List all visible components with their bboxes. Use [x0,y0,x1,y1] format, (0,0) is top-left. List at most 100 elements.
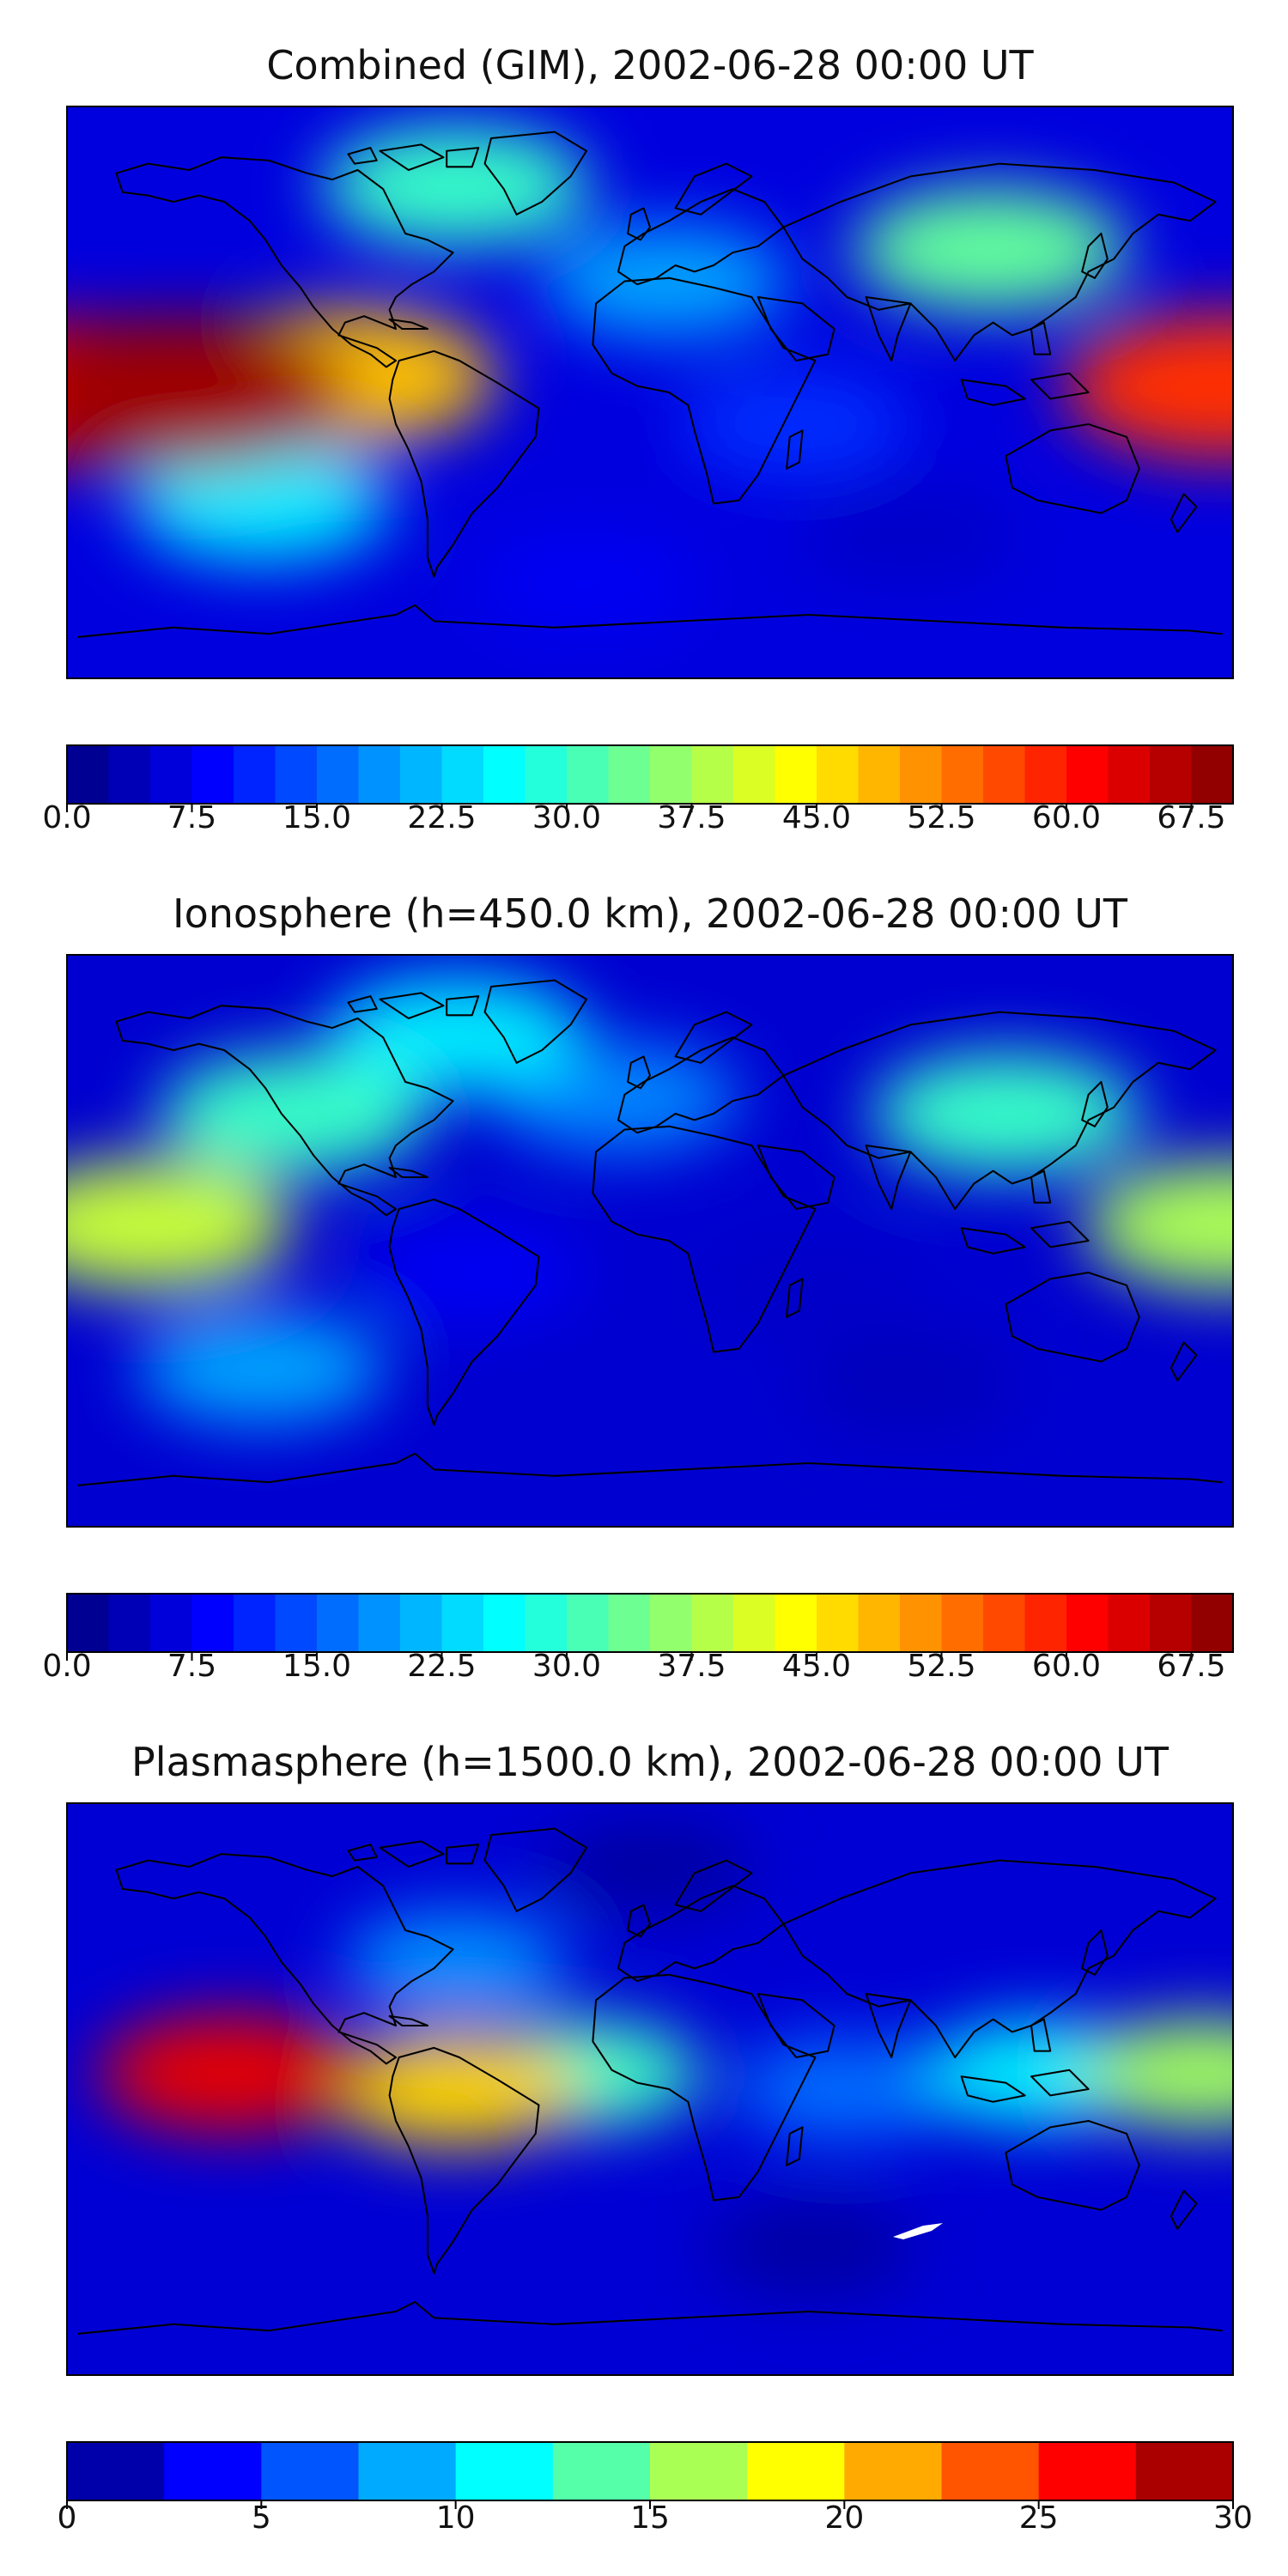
colorbar: 0 5 10 15 20 25 30 [58,2441,1253,2536]
colorbar-swatch [1108,745,1151,804]
colorbar-swatch [275,745,318,804]
colorbar: 0.0 7.5 15.0 22.5 30.0 37.5 45.0 52.5 60.0 67.5 [42,744,1234,835]
colorbar-swatch [358,745,401,804]
colorbar-tick-label: 67.5 [1157,800,1225,835]
map-frame [66,954,1234,1528]
colorbar-swatch [567,745,610,804]
colorbar-swatch [150,745,193,804]
value-region [733,2038,955,2140]
colorbar-tick-label: 0.0 [42,800,91,835]
map-panel-3: Plasmasphere (h=1500.0 km), 2002-06-28 0… [58,1739,1253,2536]
colorbar-tick-label: 15.0 [283,800,351,835]
colorbar-swatch [234,1594,276,1652]
value-region [1084,1161,1233,1289]
value-region [67,316,354,469]
colorbar-tick-label: 45.0 [782,1649,851,1684]
colorbar: 0.0 7.5 15.0 22.5 30.0 37.5 45.0 52.5 60.0 67.5 [42,1593,1234,1684]
value-region [800,486,1018,585]
colorbar-swatch [608,745,651,804]
colorbar-swatch [525,1594,568,1652]
colorbar-swatch [1024,745,1067,804]
map-panel-1: Combined (GIM), 2002-06-28 00:00 UT 0.0 7.… [42,42,1234,835]
colorbar-swatch [1038,2442,1137,2500]
colorbar-swatch [941,2442,1040,2500]
map-field [67,106,1233,678]
colorbar-swatch [483,1594,526,1652]
colorbar-tick-label: 45.0 [782,800,851,835]
colorbar-swatch [650,745,693,804]
value-region [160,1054,428,1174]
colorbar-tick-label: 0 [58,2500,77,2536]
colorbar-swatch [441,745,484,804]
colorbar-tick-label: 10 [436,2500,476,2536]
colorbar-swatch [733,1594,776,1652]
colorbar-swatch [1150,745,1193,804]
colorbar-swatch [108,745,151,804]
value-region [853,188,1127,311]
colorbar-tick-label: 7.5 [167,1649,216,1684]
colorbar-swatch [317,1594,360,1652]
colorbar-swatch [1066,1594,1109,1652]
colorbar-tick-label: 0.0 [42,1649,91,1684]
colorbar-swatch [317,745,360,804]
value-region [545,1819,755,1915]
colorbar-tick-label: 60.0 [1032,1649,1101,1684]
colorbar-tick-label: 30 [1213,2500,1253,2536]
colorbar-swatch [983,1594,1026,1652]
colorbar-tick-label: 60.0 [1032,800,1101,835]
colorbar-swatch [1108,1594,1151,1652]
colorbar-tick-label: 25 [1019,2500,1059,2536]
colorbar-tick-label: 5 [252,2500,271,2536]
colorbar-swatch [483,745,526,804]
colorbar-swatch [1066,745,1109,804]
colorbar-swatch [400,1594,443,1652]
map-frame [66,106,1234,679]
map-field [67,1803,1233,2375]
colorbar-swatch [455,2442,554,2500]
colorbar-swatch [747,2442,845,2500]
value-region [703,1239,920,1338]
map-frame [66,1802,1234,2376]
value-region [331,2033,580,2145]
colorbar-swatch [67,2442,165,2500]
value-region [360,1222,584,1323]
value-region [67,1160,293,1290]
colorbar-swatch [775,1594,817,1652]
colorbar-swatch [164,2442,262,2500]
missing-data-patch [893,2223,943,2239]
colorbar-tick-label: 52.5 [907,800,975,835]
colorbar-swatch [1191,1594,1234,1652]
colorbar-swatch [358,2442,457,2500]
value-region [344,1911,568,2013]
colorbar-swatch [608,1594,651,1652]
colorbar-swatch [691,745,734,804]
value-region [98,2014,361,2132]
colorbar-swatch [650,1594,693,1652]
colorbar-swatch [941,745,984,804]
colorbar-tick-label: 67.5 [1157,1649,1225,1684]
colorbar-tick-label: 22.5 [407,800,476,835]
colorbar-swatch [150,1594,193,1652]
colorbar-swatch [983,745,1026,804]
value-region [542,225,790,337]
colorbar-swatch [552,2442,651,2500]
panel-title: Combined (GIM), 2002-06-28 00:00 UT [266,42,1034,88]
colorbar-swatch [1150,1594,1193,1652]
map-panel-2: Ionosphere (h=450.0 km), 2002-06-28 00:0… [42,890,1234,1684]
colorbar-swatch [900,745,943,804]
value-region [1063,313,1233,459]
colorbar-swatch [941,1594,984,1652]
colorbar-tick-label: 37.5 [657,1649,726,1684]
panel-title: Plasmasphere (h=1500.0 km), 2002-06-28 0… [131,1739,1170,1785]
colorbar-swatch [191,745,234,804]
value-region [137,1312,386,1424]
colorbar-tick-label: 22.5 [407,1649,476,1684]
colorbar-tick-label: 52.5 [907,1649,975,1684]
colorbar-swatch [817,745,860,804]
colorbar-swatch [817,1594,860,1652]
colorbar-swatch [733,745,776,804]
value-region [473,532,697,634]
colorbar-swatch [108,1594,151,1652]
colorbar-swatch [858,745,901,804]
colorbar-swatch [67,745,110,804]
